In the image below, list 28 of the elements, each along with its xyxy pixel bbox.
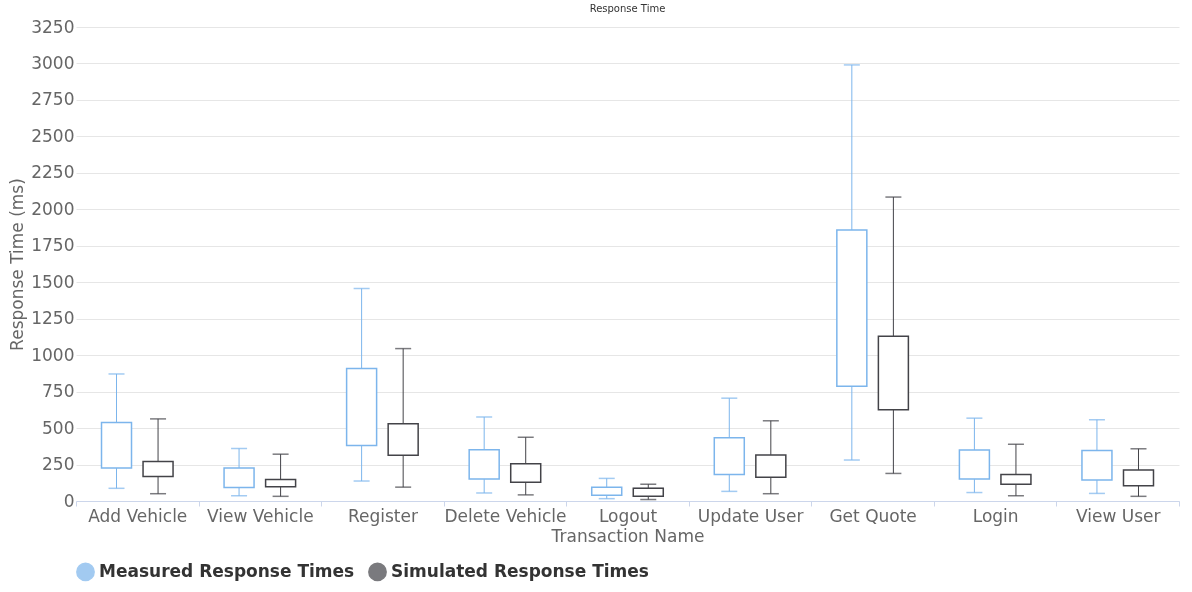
y-tick-label: 1750	[31, 235, 75, 256]
y-tick-label: 2250	[31, 162, 75, 183]
y-tick-label: 0	[63, 490, 75, 511]
y-tick-label: 2750	[31, 89, 75, 110]
y-tick-label: 500	[42, 417, 75, 438]
x-axis-title: Transaction Name	[550, 525, 705, 546]
y-tick-label: 250	[42, 454, 75, 475]
legend-label: Simulated Response Times	[391, 560, 649, 581]
y-axis-title: Response Time (ms)	[7, 178, 28, 351]
legend-label: Measured Response Times	[99, 560, 355, 581]
y-tick-label: 750	[42, 381, 75, 402]
y-tick-label: 3000	[31, 52, 75, 73]
x-tick-label: Add Vehicle	[88, 505, 188, 526]
y-tick-label: 2000	[31, 198, 75, 219]
y-tick-label: 2500	[31, 125, 75, 146]
y-tick-label: 1250	[31, 308, 75, 329]
x-tick-label: Register	[347, 505, 418, 526]
y-tick-label: 1000	[31, 344, 75, 365]
x-tick-label: Login	[972, 505, 1019, 526]
x-tick-label: Get Quote	[829, 505, 917, 526]
x-tick-label: Logout	[598, 505, 658, 526]
x-tick-label: Update User	[697, 505, 804, 526]
chart-title: Response Time	[589, 3, 666, 14]
x-tick-label: View User	[1075, 505, 1161, 526]
x-tick-label: View Vehicle	[207, 505, 314, 526]
y-tick-label: 3250	[31, 16, 75, 37]
y-tick-label: 1500	[31, 271, 75, 292]
x-tick-label: Delete Vehicle	[444, 505, 567, 526]
